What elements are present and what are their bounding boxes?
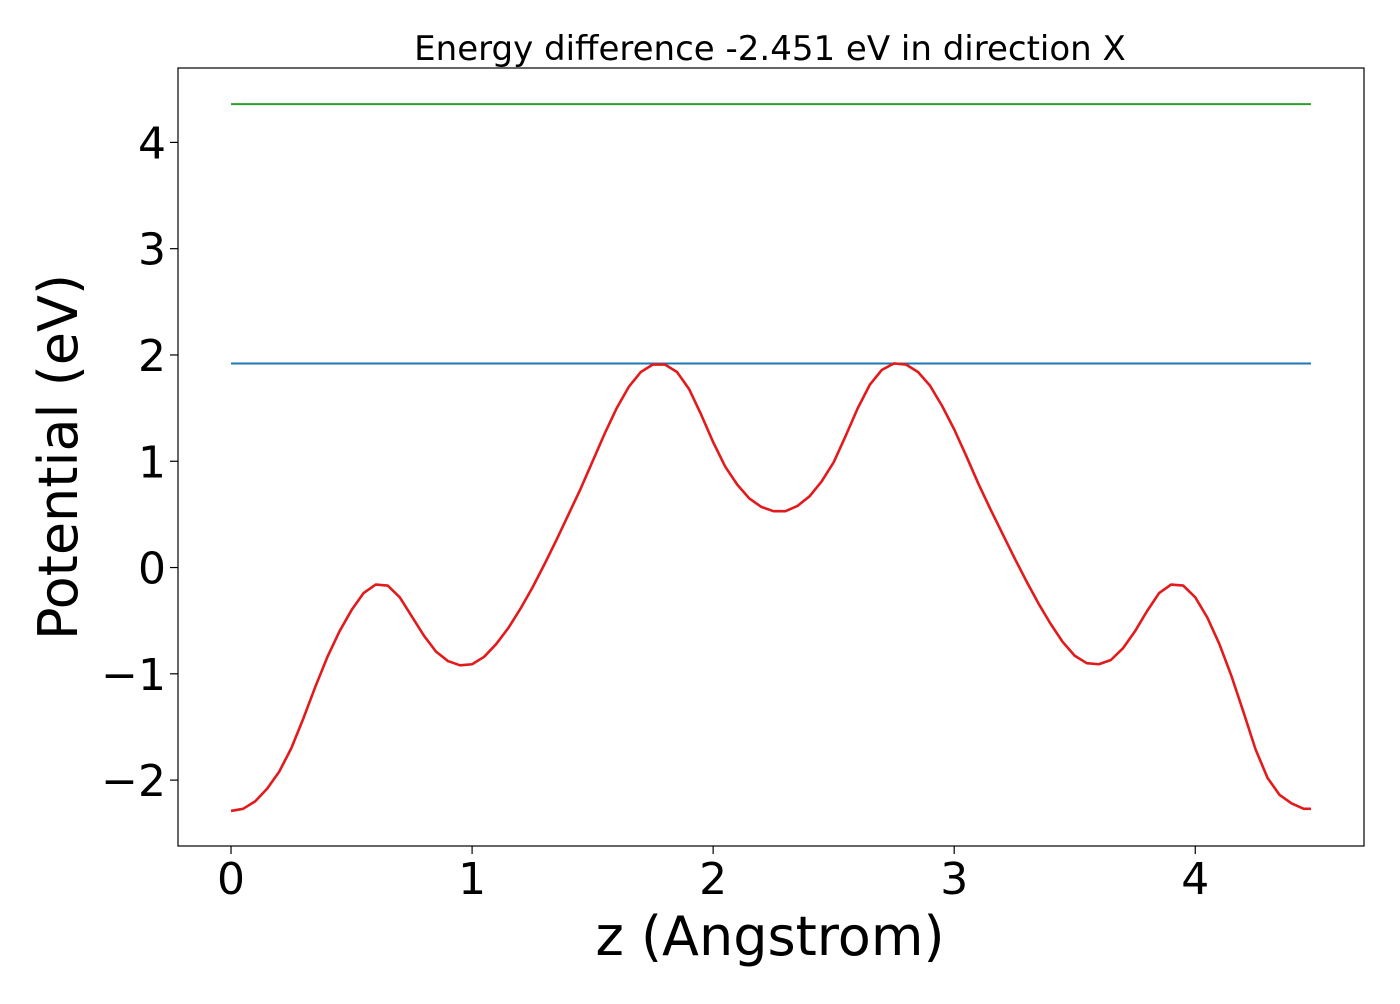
- x-tick-label: 4: [1181, 854, 1209, 905]
- x-axis-ticks: 0 1 2 3 4: [217, 846, 1209, 905]
- x-tick-label: 2: [699, 854, 727, 905]
- series-line-2: [230, 362, 1311, 813]
- x-tick-label: 0: [217, 854, 245, 905]
- plot-area-frame: [177, 67, 1365, 847]
- y-tick-label: 0: [138, 544, 166, 595]
- y-tick-label: −2: [101, 756, 166, 807]
- y-tick-label: 1: [138, 437, 166, 488]
- y-axis-ticks: −2 −1 0 1 2 3 4: [101, 118, 178, 807]
- y-tick-label: 4: [138, 118, 166, 169]
- y-tick-label: 2: [138, 331, 166, 382]
- y-axis-label: Potential (eV): [27, 274, 90, 640]
- chart-title: Energy difference -2.451 eV in direction…: [414, 29, 1126, 69]
- series-layer: [230, 103, 1311, 813]
- x-tick-label: 1: [458, 854, 486, 905]
- x-tick-label: 3: [940, 854, 968, 905]
- y-tick-label: −1: [101, 650, 166, 701]
- x-axis-label: z (Angstrom): [595, 905, 944, 968]
- y-tick-label: 3: [138, 225, 166, 276]
